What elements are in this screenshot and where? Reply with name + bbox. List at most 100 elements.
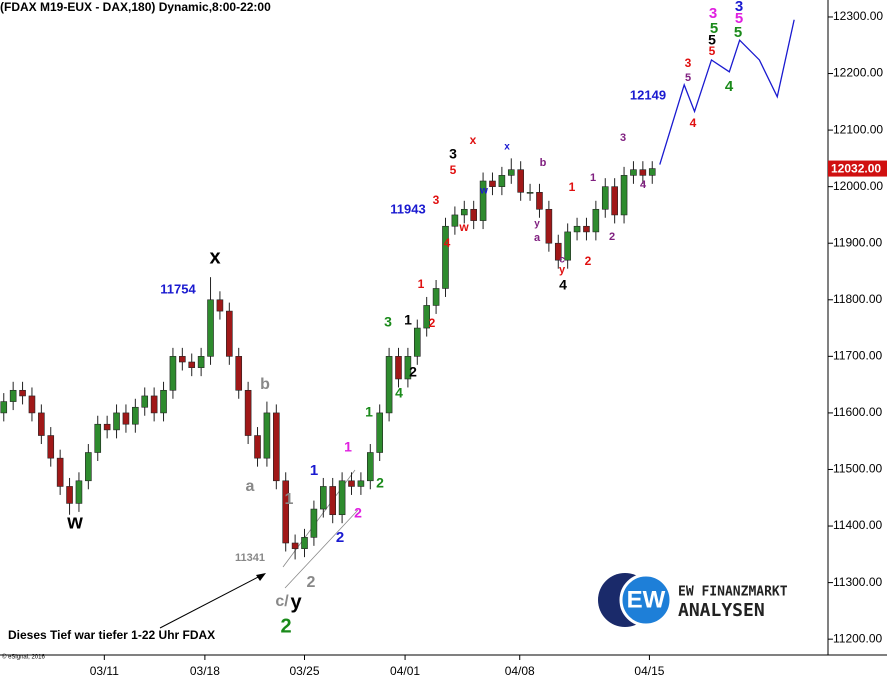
candle-body — [329, 486, 337, 516]
candle-body — [395, 356, 402, 380]
candle — [169, 347, 177, 399]
candle-body — [291, 542, 299, 549]
y-tick-label: 12200.00 — [833, 66, 883, 80]
candle — [507, 158, 515, 184]
wave-label: 1 — [310, 462, 318, 479]
candle-body — [150, 395, 158, 414]
candle-body — [376, 412, 383, 453]
wave-label: a — [534, 232, 541, 244]
candle-body — [470, 208, 477, 221]
y-tick-label: 11200.00 — [833, 631, 882, 645]
candle — [226, 302, 233, 365]
candle-body — [235, 356, 243, 391]
candle — [583, 217, 590, 241]
wave-label: 3 — [433, 193, 440, 207]
wave-label: 2 — [376, 475, 384, 491]
candle — [404, 347, 412, 388]
candle-body — [94, 423, 102, 453]
candle — [197, 347, 205, 377]
candle-body — [66, 486, 73, 504]
y-tick-label: 11800.00 — [833, 292, 882, 306]
candle-body — [132, 406, 139, 425]
candle — [611, 178, 618, 224]
wave-label: w — [66, 511, 83, 533]
candle-body — [19, 389, 26, 397]
candle — [66, 477, 73, 515]
candle-body — [573, 225, 581, 233]
wave-label: 1 — [418, 277, 425, 291]
candle-body — [489, 180, 496, 187]
candle — [554, 234, 562, 269]
candle-body — [320, 486, 327, 510]
candle-body — [75, 480, 83, 504]
candle-body — [263, 412, 271, 459]
wave-label: 4 — [640, 179, 647, 191]
candle-body — [442, 225, 449, 289]
candle — [320, 477, 327, 518]
y-tick-label: 11400.00 — [833, 518, 882, 532]
wave-label: 2 — [307, 574, 316, 591]
wave-label: 3 — [384, 314, 392, 330]
candle-body — [9, 389, 17, 402]
wave-label: c/ — [275, 593, 289, 610]
y-tick-label: 11300.00 — [833, 575, 882, 589]
candle — [489, 172, 496, 196]
wave-label: 1 — [404, 312, 412, 328]
candle — [291, 534, 299, 560]
candle-body — [197, 356, 205, 368]
candle — [188, 353, 196, 377]
candle-body — [517, 169, 524, 193]
y-tick-label: 11500.00 — [833, 462, 882, 476]
candle — [132, 398, 139, 433]
wave-label: 2 — [354, 505, 362, 521]
candle — [395, 347, 402, 388]
wave-label: x — [470, 133, 477, 147]
candle — [592, 200, 600, 241]
logo-circle — [619, 573, 673, 627]
wave-label: 3 — [685, 56, 692, 70]
candle-body — [432, 288, 440, 306]
wave-label: 1 — [285, 491, 294, 508]
logo-line1: EW FINANZMARKT — [678, 585, 788, 600]
candle — [366, 444, 374, 490]
candle — [432, 279, 440, 314]
y-tick-label: 12000.00 — [833, 179, 883, 193]
candle — [38, 404, 45, 445]
candle — [479, 172, 487, 230]
wave-label: 2 — [429, 316, 436, 330]
wave-label: b — [540, 157, 547, 169]
candle — [103, 415, 111, 439]
wave-label: 5 — [710, 20, 718, 37]
candle-body — [648, 168, 656, 176]
wave-label: y — [290, 591, 302, 613]
candle-body — [113, 412, 120, 431]
wave-label: 11754 — [160, 281, 196, 296]
wave-label: 3 — [620, 132, 626, 144]
candle — [94, 415, 102, 461]
candle-body — [554, 242, 562, 261]
candle — [150, 387, 158, 422]
candle — [113, 404, 120, 439]
wave-label: 4 — [395, 385, 403, 401]
candle-body — [583, 225, 590, 233]
candle-body — [639, 169, 647, 176]
candle — [244, 381, 252, 445]
candle — [564, 223, 571, 269]
candle — [423, 296, 430, 337]
wave-label: 3 — [449, 146, 457, 162]
candle-body — [310, 508, 318, 538]
candle — [254, 427, 261, 467]
projection-line — [659, 19, 795, 165]
candle — [28, 387, 36, 422]
candle — [526, 183, 534, 201]
wave-label: 5 — [734, 24, 742, 41]
candle-body — [611, 186, 618, 216]
candle-body — [592, 208, 600, 233]
candle — [273, 404, 280, 490]
wave-label: 4 — [690, 116, 697, 130]
x-tick-label: 04/15 — [634, 664, 664, 678]
wave-label: x — [209, 246, 220, 268]
candle — [385, 347, 393, 422]
last-price-box — [828, 160, 887, 177]
